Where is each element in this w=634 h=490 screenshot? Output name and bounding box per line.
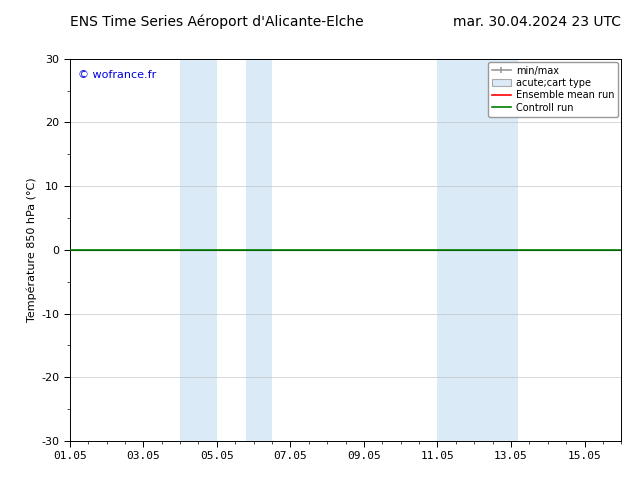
Bar	[180, 59, 217, 441]
Bar	[474, 59, 519, 441]
Bar	[246, 59, 272, 441]
Text: ENS Time Series Aéroport d'Alicante-Elche: ENS Time Series Aéroport d'Alicante-Elch…	[70, 15, 363, 29]
Bar	[437, 59, 474, 441]
Text: mar. 30.04.2024 23 UTC: mar. 30.04.2024 23 UTC	[453, 15, 621, 29]
Y-axis label: Température 850 hPa (°C): Température 850 hPa (°C)	[27, 177, 37, 322]
Legend: min/max, acute;cart type, Ensemble mean run, Controll run: min/max, acute;cart type, Ensemble mean …	[488, 62, 618, 117]
Text: © wofrance.fr: © wofrance.fr	[78, 70, 156, 80]
